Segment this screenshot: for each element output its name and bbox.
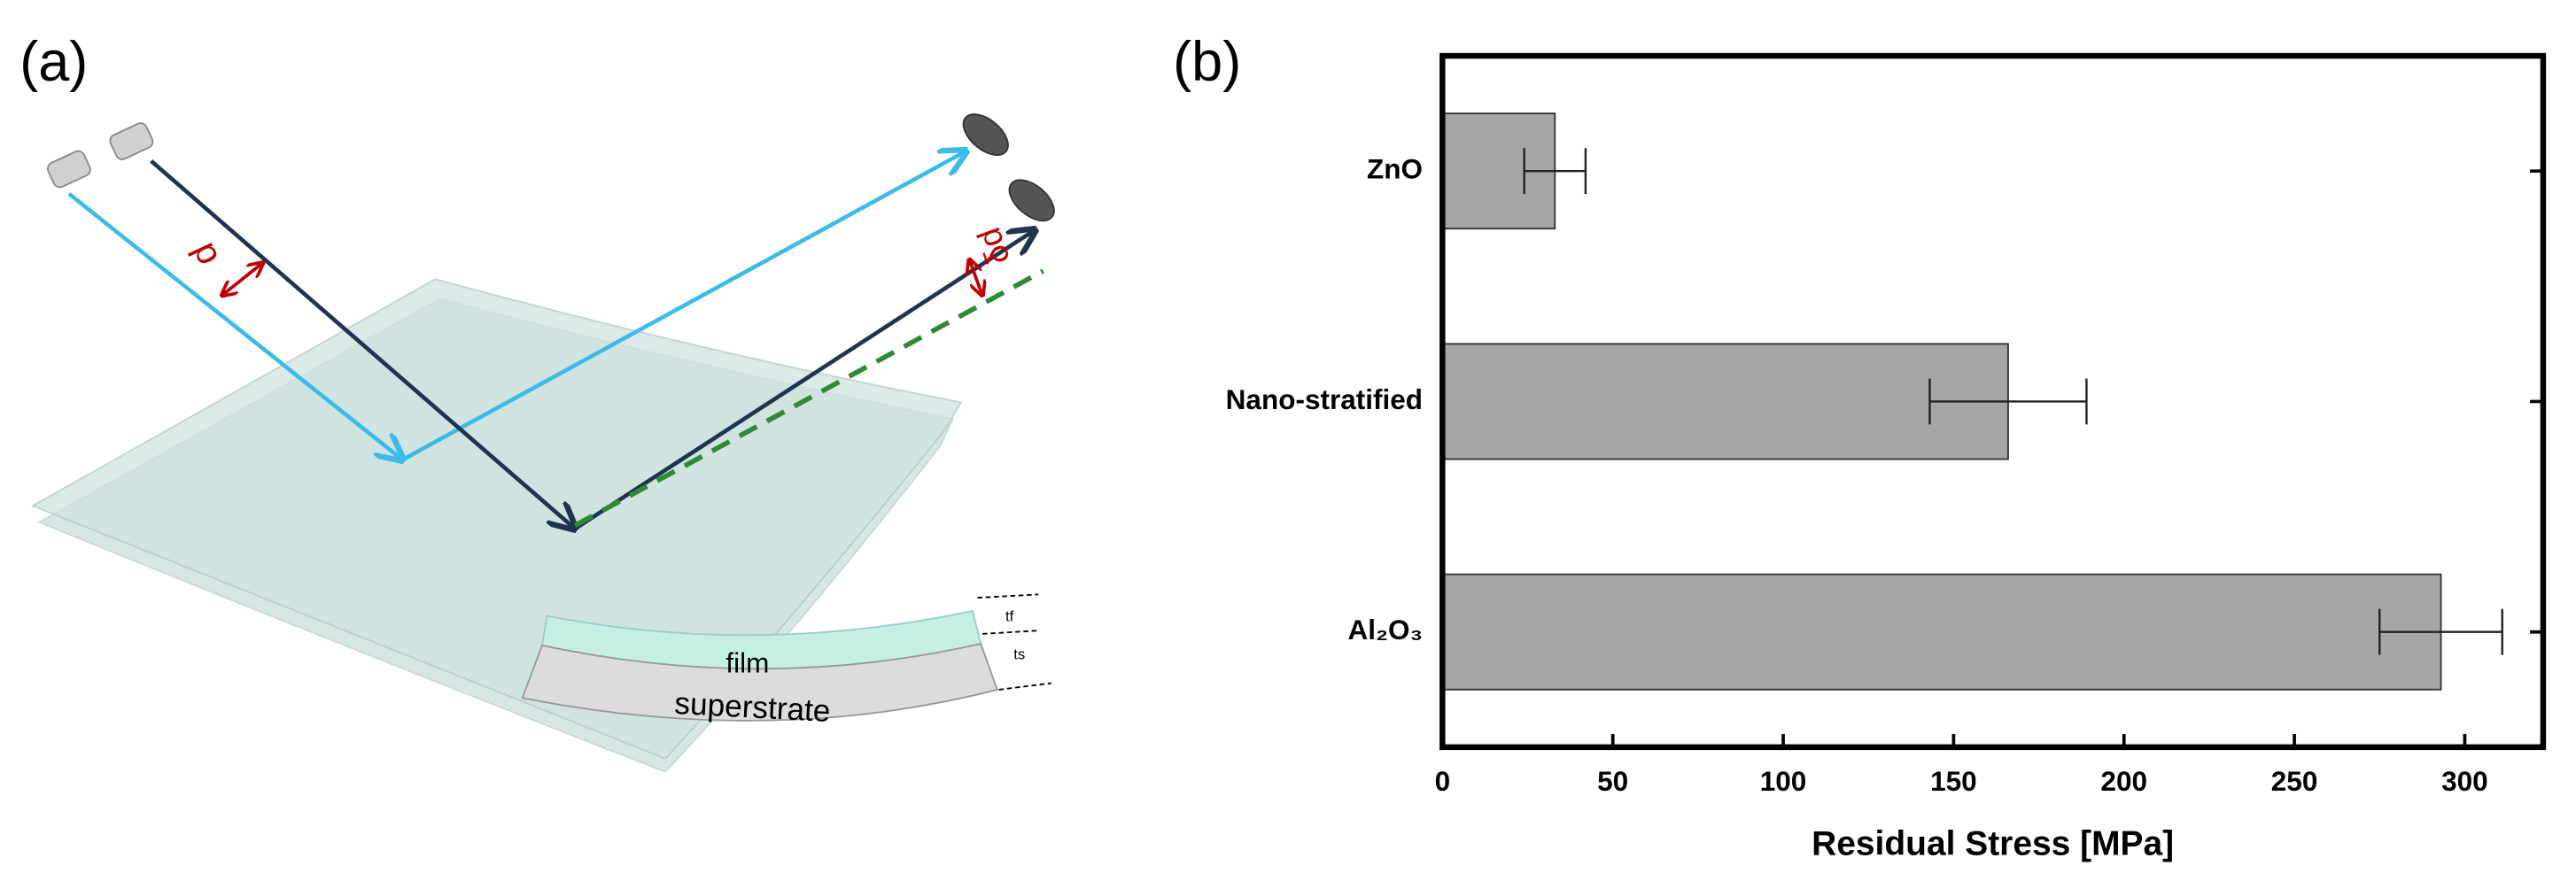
plot-frame: [1439, 52, 2547, 751]
bar: [1441, 343, 2009, 460]
shift-label: δd: [969, 223, 1017, 270]
y-tick-label: Nano-stratified: [1226, 383, 1423, 415]
detectors: [962, 113, 1055, 222]
error-bar: [1523, 148, 1587, 195]
x-tick-label: 300: [2441, 765, 2488, 797]
incident-beam: [67, 192, 402, 460]
error-bar: [2378, 608, 2503, 655]
shift-arrow: [969, 259, 982, 296]
reflected-beam: [573, 230, 1035, 531]
x-tick-label: 50: [1597, 765, 1628, 797]
offset-arrow: [221, 263, 262, 296]
incident-beam: [150, 159, 575, 529]
substrate-layer: [521, 642, 998, 722]
reflected-beam: [401, 151, 966, 462]
film-label: film: [725, 646, 769, 678]
thickness-marks: [977, 593, 1052, 691]
bar: [1441, 112, 1556, 230]
plot: 0 50 100 150 200 250 300 ZnO Nano-stratified Al₂O…: [1226, 52, 2547, 797]
substrate-label: superstrate: [674, 686, 832, 729]
x-tick-label: 150: [1930, 765, 1977, 797]
lasers: [46, 122, 154, 189]
panel-label: (a): [19, 31, 88, 93]
x-tick-label: 200: [2100, 765, 2147, 797]
bar: [1441, 573, 2442, 691]
x-tick-label: 0: [1435, 765, 1451, 797]
x-tick-label: 100: [1760, 765, 1807, 797]
offset-label: d: [181, 237, 226, 273]
x-axis-label: Residual Stress [MPa]: [1812, 824, 2174, 862]
x-tick-label: 250: [2271, 765, 2318, 797]
error-bar: [1928, 378, 2088, 425]
y-tick-label: Al₂O₃: [1347, 614, 1423, 645]
panel-label: (b): [1173, 31, 1241, 93]
substrate-thickness: ts: [1013, 645, 1025, 662]
y-tick-label: ZnO: [1367, 153, 1423, 185]
diagram: (a) d δd film superstrate tf ts: [19, 31, 1055, 773]
film-thickness: tf: [1005, 608, 1014, 625]
reference-line: [573, 268, 1044, 528]
